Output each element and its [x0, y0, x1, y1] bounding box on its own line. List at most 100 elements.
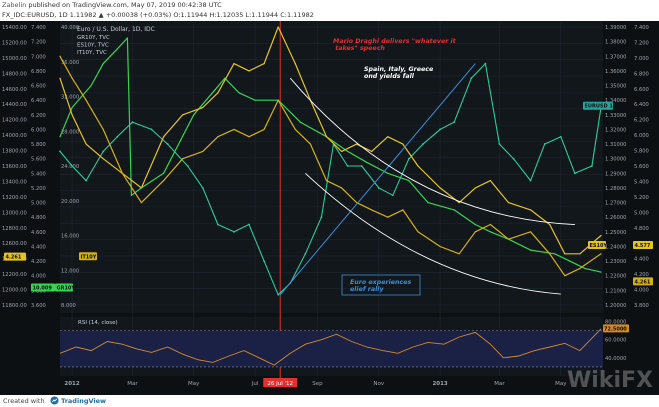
series-point-it10y: [402, 209, 404, 211]
main-pane: [60, 21, 603, 313]
series-point-eurusd: [131, 121, 134, 124]
eurusd-chart[interactable]: 15400.00 15200.00 15000.00 14800.00 14600.00…: [0, 21, 659, 395]
series-point-gr10y: [59, 136, 61, 138]
axis-tick-eurusd: 1.22000: [605, 274, 626, 280]
axis-tick-right-yields: 5.400: [634, 179, 649, 185]
author-name[interactable]: Zabelin: [2, 1, 27, 9]
series-point-it10y: [417, 231, 419, 233]
axis-tick-yields-a: 4.600: [31, 230, 46, 236]
axis-tick-eurusd: 1.32000: [605, 127, 626, 133]
x-axis-tick: Jul: [251, 381, 259, 387]
axis-tick-stocks: 14200.00: [2, 118, 27, 124]
axis-tick-eurusd: 1.21000: [605, 288, 626, 294]
axis-tick-yields-a: 5.400: [31, 171, 46, 177]
axis-tick-eurusd: 1.38000: [605, 40, 626, 46]
series-point-it10y: [85, 99, 87, 101]
series-point-gr10y: [569, 260, 571, 262]
series-point-es10y: [417, 165, 419, 167]
series-point-eurusd: [166, 143, 169, 145]
axis-tick-yields-a: 4.200: [31, 259, 46, 265]
axis-tick-eurusd: 1.36000: [605, 69, 626, 75]
series-point-eurusd: [439, 128, 441, 131]
series-point-it10y: [530, 231, 532, 233]
axis-tick-right-yields: 5.800: [634, 149, 649, 155]
rally-arrow: [279, 63, 476, 296]
axis-tick-right-yields: 6.000: [634, 133, 649, 139]
series-point-gr10y: [489, 231, 491, 233]
axis-tick-right-yields: 3.800: [634, 303, 649, 309]
series-point-it10y: [325, 180, 328, 182]
axis-tick-yields-a: 5.600: [31, 157, 46, 163]
axis-tick-yields-a: 6.000: [31, 127, 46, 133]
axis-tick-right-yields: 6.800: [634, 71, 649, 77]
annotation-yields-line: ond yields fall: [364, 73, 415, 80]
series-point-eurusd: [512, 157, 515, 160]
axis-tick-yields-b: 32.000: [61, 95, 79, 101]
x-axis-tick: 2012: [64, 381, 79, 387]
axis-tick-eurusd: 1.26000: [605, 215, 626, 221]
tradingview-logo-icon: [50, 396, 59, 405]
created-with-label: Created with: [3, 397, 45, 405]
series-point-es10y: [340, 150, 343, 152]
series-point-it10y: [340, 187, 343, 189]
rsi-axis-tick: 60.0000: [605, 338, 626, 344]
axis-tick-eurusd: 1.24000: [605, 244, 626, 250]
axis-tick-stocks: 15400.00: [2, 25, 27, 31]
series-point-it10y: [356, 201, 358, 204]
value-tag: [55, 283, 73, 292]
series-point-eurusd: [277, 293, 280, 296]
series-point-es10y: [402, 143, 404, 145]
series-point-eurusd: [186, 165, 189, 167]
series-point-eurusd: [360, 165, 363, 167]
series-point-it10y: [233, 128, 235, 131]
chart-footer: Created with TradingView: [0, 395, 659, 407]
axis-tick-yields-a: 6.600: [31, 84, 46, 90]
axis-tick-stocks: 12000.00: [2, 288, 27, 294]
series-point-gr10y: [299, 121, 301, 123]
value-tag-label: 10.009: [33, 286, 53, 292]
axis-tick-eurusd: 1.30000: [605, 157, 626, 163]
series-point-es10y: [489, 180, 491, 182]
x-axis-tick: Mar: [127, 381, 138, 387]
x-axis-tick: May: [188, 381, 200, 387]
axis-tick-stocks: 13200.00: [2, 195, 27, 201]
axis-tick-yields-b: 40.000: [61, 25, 79, 31]
series-point-it10y: [309, 143, 311, 145]
series-point-it10y: [489, 223, 491, 226]
axis-tick-eurusd: 1.23000: [605, 259, 626, 265]
annotation-rally: Euro experiences elief rally: [350, 279, 413, 293]
series-point-eurusd: [543, 143, 546, 145]
annotation-yields-fall: Spain, Italy, Greece ond yields fall: [364, 65, 436, 80]
series-point-eurusd: [591, 165, 593, 167]
yield-fall-arrow-bottom: [305, 172, 561, 295]
series-point-eurusd: [470, 77, 473, 80]
annotation-rally-line: elief rally: [350, 286, 384, 293]
axis-tick-eurusd: 1.27000: [605, 201, 626, 207]
axis-tick-stocks: 13000.00: [2, 210, 27, 216]
axis-tick-yields-a: 6.200: [31, 113, 46, 119]
rsi-band: [60, 330, 603, 367]
series-point-es10y: [102, 158, 104, 160]
value-tag-label: GR10Y: [57, 286, 76, 292]
axis-tick-yields-b: 24.000: [61, 164, 79, 170]
rsi-axis-tick: 40.0000: [605, 356, 626, 362]
axis-tick-yields-b: 20.000: [61, 199, 79, 205]
series-point-gr10y: [530, 249, 532, 251]
series-point-eurusd: [233, 230, 235, 233]
series-point-es10y: [549, 223, 551, 226]
series-point-gr10y: [600, 271, 602, 273]
tradingview-brand[interactable]: TradingView: [61, 397, 107, 405]
value-tag: [633, 277, 653, 286]
axis-tick-eurusd: 1.28000: [605, 186, 626, 192]
series-point-it10y: [162, 180, 165, 182]
series-point-it10y: [387, 216, 389, 218]
series-point-eurusd: [498, 143, 501, 145]
axis-tick-stocks: 13800.00: [2, 149, 27, 155]
series-point-eurusd: [201, 187, 204, 189]
axis-tick-eurusd: 1.29000: [605, 171, 626, 177]
annotation-draghi-line: takes" speech: [333, 44, 385, 52]
annotation-yields-line: Spain, Italy, Greece: [364, 65, 436, 73]
series-point-eurusd: [102, 150, 105, 153]
rsi-last-tag: [603, 324, 629, 333]
value-tag-label: 4.577: [635, 243, 651, 249]
